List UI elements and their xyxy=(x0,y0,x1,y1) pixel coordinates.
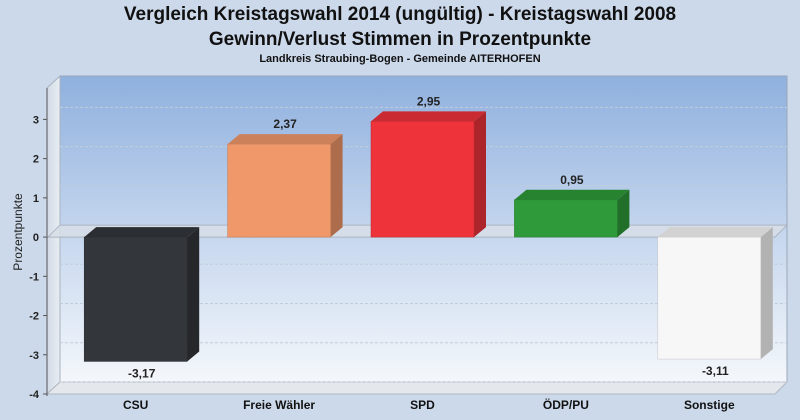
bar-top xyxy=(657,227,773,238)
y-tick-label: -4 xyxy=(29,389,40,401)
y-tick-label: 3 xyxy=(33,114,39,126)
bar-front xyxy=(657,236,762,360)
y-tick-label: 1 xyxy=(33,193,39,205)
bar-front xyxy=(514,199,618,238)
y-tick-label: -3 xyxy=(29,350,39,362)
bar-freie-wähler: 2,37 xyxy=(227,117,343,238)
data-label: 2,37 xyxy=(273,117,297,131)
y-tick-label: -2 xyxy=(29,311,39,323)
y-axis: 3 2 1 0 -1 -2 -3 -4 xyxy=(29,88,48,401)
bar-front xyxy=(227,143,331,238)
bar-front xyxy=(83,236,188,362)
bar-side xyxy=(187,227,200,362)
y-axis-label: Prozentpunkte xyxy=(11,193,25,271)
data-label: -3,17 xyxy=(128,366,156,380)
bar-sonstige: -3,11 xyxy=(657,227,773,378)
bar-top xyxy=(514,189,630,200)
bar-front xyxy=(370,121,475,238)
chart-title-line2: Gewinn/Verlust Stimmen in Prozentpunkte xyxy=(208,29,592,50)
data-label: 0,95 xyxy=(560,173,584,187)
title-block: Vergleich Kreistagswahl 2014 (ungültig) … xyxy=(0,2,800,65)
x-tick-label: Freie Wähler xyxy=(243,398,315,412)
bar-top xyxy=(84,227,200,238)
bar-spd: 2,95 xyxy=(370,94,486,238)
x-tick-label: Sonstige xyxy=(684,398,735,412)
floor xyxy=(45,381,789,395)
bar-csu: -3,17 xyxy=(83,227,200,380)
bar-side xyxy=(474,111,486,238)
bar-side xyxy=(330,134,343,238)
data-label: 2,95 xyxy=(417,94,441,108)
bar-side xyxy=(617,189,630,238)
x-tick-label: ÖDP/PU xyxy=(543,397,589,412)
bars: -3,17 2,37 2,95 0,95 -3,11 xyxy=(83,94,773,380)
y-tick-label: 0 xyxy=(33,232,39,244)
chart-subtitle: Landkreis Straubing-Bogen - Gemeinde AIT… xyxy=(259,53,541,65)
bar-top xyxy=(371,111,486,122)
data-label: -3,11 xyxy=(702,364,729,378)
bar-side xyxy=(760,227,773,360)
x-tick-label: CSU xyxy=(123,398,148,412)
bar-ödp-pu: 0,95 xyxy=(514,173,630,238)
x-tick-label: SPD xyxy=(410,398,435,412)
y-tick-label: -1 xyxy=(29,271,39,283)
category-labels: CSU Freie Wähler SPD ÖDP/PU Sonstige xyxy=(123,397,735,412)
y-tick-label: 2 xyxy=(33,154,39,166)
bar-top xyxy=(227,134,343,145)
chart-title: Vergleich Kreistagswahl 2014 (ungültig) … xyxy=(123,4,677,25)
